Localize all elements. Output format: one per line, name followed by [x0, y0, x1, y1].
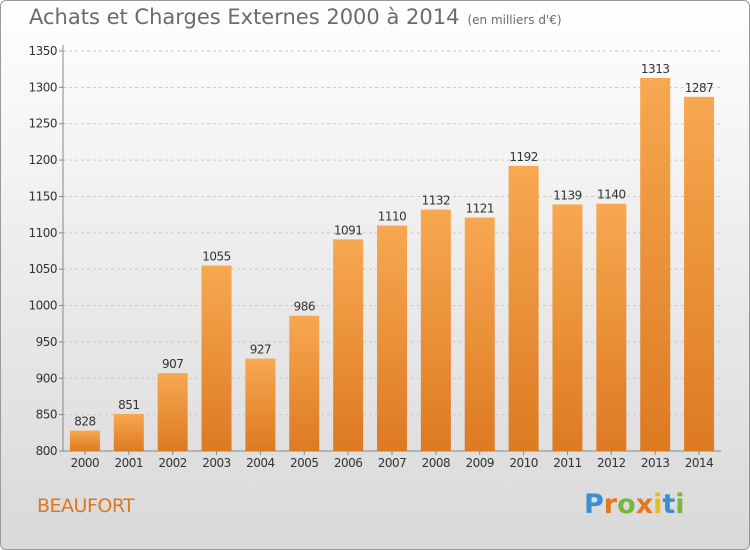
- unit-note: (en milliers d'€): [467, 13, 562, 27]
- bar: [201, 265, 232, 451]
- place-name: BEAUFORT: [37, 495, 135, 517]
- bar: [508, 165, 539, 451]
- data-label: 1313: [641, 62, 670, 76]
- x-tick-label: 2003: [202, 456, 231, 470]
- y-tick-label: 1150: [28, 189, 57, 203]
- y-tick-label: 1250: [28, 117, 57, 131]
- y-tick-label: 1350: [28, 44, 57, 58]
- x-tick-label: 2012: [597, 456, 626, 470]
- bar: [333, 239, 364, 451]
- chart-title: Achats et Charges Externes 2000 à 2014 (e…: [29, 5, 562, 29]
- data-label: 1055: [202, 250, 231, 264]
- y-tick-label: 1100: [28, 226, 57, 240]
- bar: [157, 373, 188, 451]
- y-tick-label: 1200: [28, 153, 57, 167]
- data-label: 828: [74, 415, 95, 429]
- x-tick-label: 2000: [71, 456, 100, 470]
- logo-letter: t: [662, 489, 676, 520]
- bar: [552, 204, 583, 451]
- logo-letter: x: [635, 489, 654, 520]
- y-tick-label: 1000: [28, 299, 57, 313]
- y-tick-label: 900: [36, 371, 57, 385]
- logo-letter: i: [653, 489, 663, 520]
- bar: [69, 430, 100, 451]
- x-tick-label: 2002: [158, 456, 187, 470]
- y-tick-label: 850: [36, 408, 57, 422]
- data-label: 1192: [509, 150, 538, 164]
- proxiti-logo: Proxiti: [584, 489, 685, 520]
- x-tick-label: 2005: [290, 456, 319, 470]
- data-label: 927: [250, 343, 271, 357]
- bar: [377, 225, 407, 451]
- bar: [420, 209, 451, 451]
- x-tick-label: 2001: [115, 456, 144, 470]
- x-tick-label: 2010: [509, 456, 538, 470]
- data-label: 851: [118, 398, 139, 412]
- data-label: 1139: [553, 188, 582, 202]
- y-tick-label: 800: [36, 444, 57, 458]
- x-tick-label: 2007: [378, 456, 407, 470]
- bar: [640, 77, 671, 451]
- data-label: 1091: [334, 223, 363, 237]
- logo-letter: r: [603, 489, 618, 520]
- x-tick-label: 2013: [641, 456, 670, 470]
- data-label: 1132: [422, 194, 451, 208]
- bar: [245, 358, 276, 451]
- bar: [289, 315, 320, 451]
- x-tick-label: 2014: [685, 456, 714, 470]
- data-label: 907: [162, 357, 183, 371]
- x-tick-label: 2011: [553, 456, 582, 470]
- y-tick-label: 1050: [28, 262, 57, 276]
- x-tick-label: 2004: [246, 456, 275, 470]
- y-tick-label: 950: [36, 335, 57, 349]
- x-tick-label: 2006: [334, 456, 363, 470]
- bar: [464, 217, 495, 451]
- data-label: 1110: [378, 210, 407, 224]
- data-label: 1287: [685, 81, 714, 95]
- logo-letter: i: [675, 489, 685, 520]
- data-label: 986: [294, 300, 315, 314]
- bar: [684, 96, 715, 452]
- x-tick-label: 2009: [465, 456, 494, 470]
- chart-title-text: Achats et Charges Externes 2000 à 2014: [29, 5, 460, 29]
- data-label: 1140: [597, 188, 626, 202]
- logo-letter: o: [617, 489, 636, 520]
- y-tick-label: 1300: [28, 80, 57, 94]
- logo-letter: P: [584, 489, 604, 520]
- bar: [596, 203, 627, 451]
- x-tick-label: 2008: [422, 456, 451, 470]
- bar: [113, 413, 144, 451]
- data-label: 1121: [465, 202, 494, 216]
